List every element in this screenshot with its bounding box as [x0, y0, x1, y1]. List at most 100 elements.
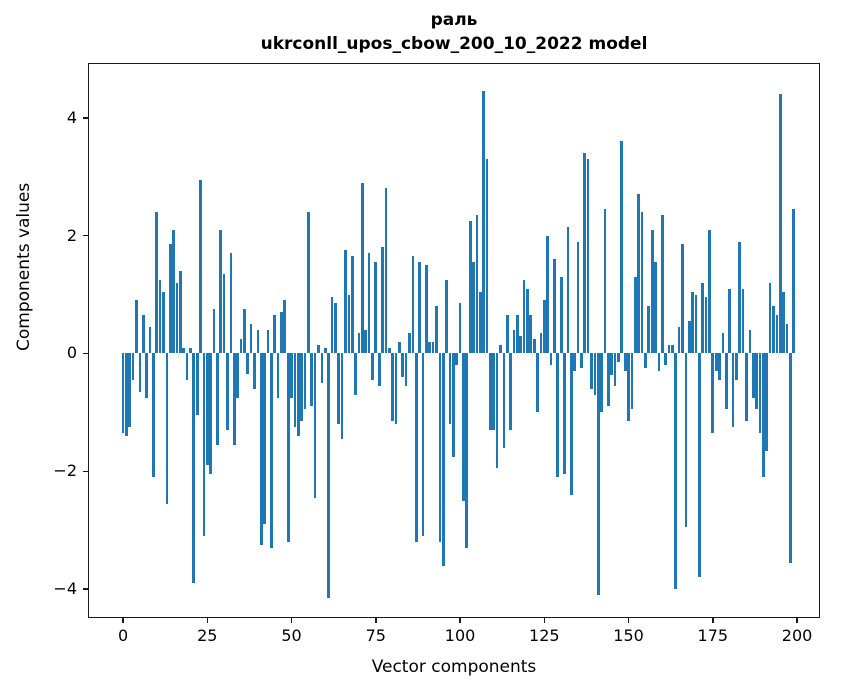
- bar: [296, 353, 300, 436]
- x-tick-label: 200: [781, 626, 813, 645]
- bar: [347, 294, 351, 354]
- bar: [236, 353, 239, 398]
- y-tick-label: 2: [66, 225, 77, 245]
- chart-title-line1: раль: [430, 10, 478, 30]
- bar: [178, 270, 182, 354]
- bar: [364, 329, 368, 354]
- bar: [414, 353, 418, 542]
- bar: [728, 288, 732, 354]
- bar: [674, 353, 678, 590]
- bar: [357, 332, 361, 354]
- bar: [778, 94, 782, 354]
- bar: [239, 338, 243, 354]
- x-tick-label: 75: [365, 626, 386, 645]
- bar: [256, 329, 260, 354]
- bar: [600, 353, 603, 413]
- bar: [168, 244, 172, 354]
- bar: [623, 353, 627, 372]
- bar: [482, 91, 485, 354]
- bar: [462, 353, 465, 501]
- bar: [721, 332, 725, 354]
- bar: [125, 353, 128, 436]
- x-tick-mark: [459, 618, 461, 623]
- bar: [563, 353, 566, 475]
- bar: [512, 329, 516, 354]
- bar: [758, 353, 762, 433]
- bar: [526, 288, 529, 354]
- bar: [384, 188, 388, 354]
- y-tick-mark: [83, 588, 88, 590]
- bar: [718, 353, 721, 380]
- bar: [280, 312, 283, 354]
- bar: [323, 347, 327, 354]
- bar: [640, 212, 644, 354]
- bar: [249, 324, 253, 354]
- bar: [192, 353, 196, 584]
- bar: [724, 353, 728, 410]
- y-tick-label: −4: [53, 579, 77, 599]
- bar: [253, 353, 256, 389]
- bar: [738, 241, 742, 354]
- bar: [677, 326, 681, 354]
- bar: [411, 256, 415, 354]
- bar: [259, 353, 263, 545]
- x-tick-mark: [712, 618, 714, 623]
- bar: [590, 353, 593, 389]
- bar: [647, 306, 651, 354]
- bar: [232, 353, 236, 445]
- bar: [145, 353, 148, 398]
- bar: [243, 309, 246, 354]
- bar: [553, 259, 556, 354]
- bar: [394, 353, 398, 425]
- bar: [559, 276, 563, 354]
- bar: [792, 209, 796, 354]
- bar: [660, 215, 664, 354]
- bar: [519, 335, 523, 354]
- bar: [189, 347, 192, 354]
- bar: [377, 353, 381, 386]
- x-tick-mark: [627, 618, 630, 623]
- bar: [633, 276, 637, 354]
- bar: [509, 353, 512, 431]
- bar: [691, 291, 694, 354]
- bar: [694, 294, 698, 354]
- bar: [755, 353, 758, 410]
- bar: [350, 256, 354, 354]
- bar: [131, 353, 135, 380]
- bar: [222, 273, 226, 354]
- bar: [202, 353, 206, 537]
- bar: [246, 353, 250, 375]
- bar: [536, 353, 539, 413]
- bar: [300, 353, 303, 422]
- bar: [542, 300, 546, 354]
- bar: [681, 244, 684, 354]
- bar: [330, 297, 334, 354]
- bar: [135, 300, 138, 354]
- y-tick-label: 0: [66, 343, 77, 363]
- bar: [583, 153, 587, 354]
- bar: [529, 315, 533, 354]
- bar: [371, 353, 374, 380]
- bar: [472, 262, 475, 354]
- bar: [310, 353, 314, 407]
- bar: [303, 353, 307, 410]
- bar: [158, 279, 162, 354]
- bar: [141, 315, 145, 354]
- bar: [458, 303, 462, 354]
- y-tick-label: −2: [53, 461, 77, 481]
- bar: [451, 353, 455, 457]
- bar: [165, 353, 169, 504]
- bar: [216, 353, 219, 445]
- y-tick-mark: [83, 470, 88, 473]
- bar: [128, 353, 132, 428]
- bar: [148, 326, 152, 354]
- bar: [448, 353, 452, 425]
- bar: [209, 353, 213, 475]
- bar: [556, 353, 560, 478]
- bar: [475, 215, 479, 354]
- y-tick-label: 4: [66, 107, 77, 127]
- bar: [175, 282, 179, 354]
- bar: [610, 353, 614, 376]
- bar: [684, 353, 688, 528]
